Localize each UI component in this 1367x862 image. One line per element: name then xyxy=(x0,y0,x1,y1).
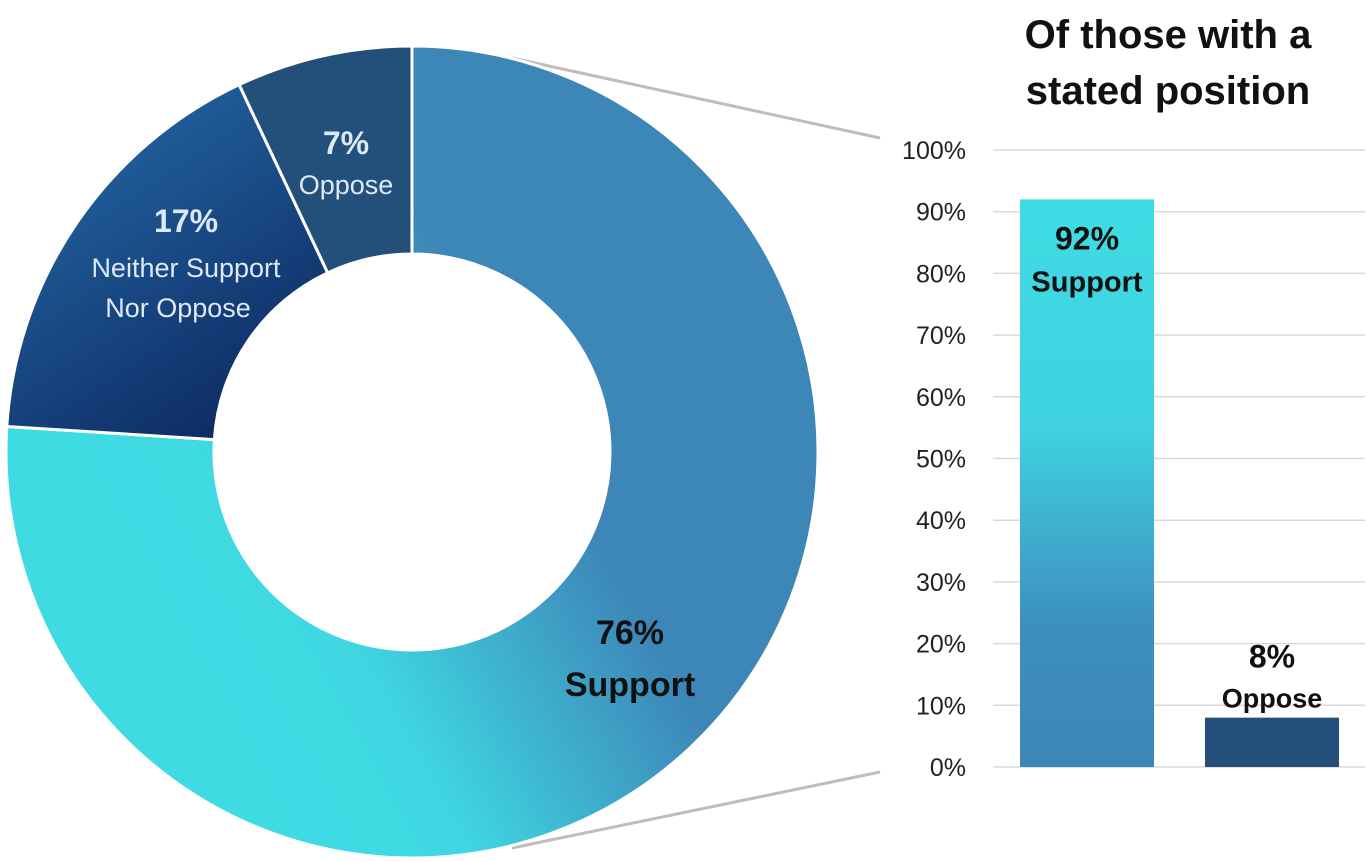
donut-label-neither-name-line-2: Nor Oppose xyxy=(105,293,251,323)
bar-label-oppose-name: Oppose xyxy=(1222,684,1323,714)
bar-chart-title-line-1: Of those with a xyxy=(1025,13,1312,57)
y-tick-label-50: 50% xyxy=(916,446,966,474)
bar-label-support-value: 92% xyxy=(1055,220,1119,256)
y-tick-label-70: 70% xyxy=(916,322,966,350)
donut-label-oppose-name: Oppose xyxy=(299,170,394,200)
donut-label-support-value: 76% xyxy=(596,614,664,652)
donut-label-neither-name-line-1: Neither Support xyxy=(91,253,281,283)
donut-label-oppose-value: 7% xyxy=(323,125,369,161)
donut-label-support-name: Support xyxy=(565,666,695,704)
bar-label-oppose-value: 8% xyxy=(1249,639,1295,675)
donut-slice-neither xyxy=(5,82,330,442)
bar-support xyxy=(1020,199,1154,768)
bar-label-support-name: Support xyxy=(1031,266,1142,298)
donut-label-neither-value: 17% xyxy=(154,203,218,239)
bar-chart: 92% Support 8% Oppose xyxy=(1020,199,1339,768)
y-tick-label-40: 40% xyxy=(916,507,966,535)
donut-labels: 76% Support 17% Neither Support Nor Oppose 7%… xyxy=(91,125,695,704)
y-tick-label-10: 10% xyxy=(916,692,966,720)
y-tick-label-90: 90% xyxy=(916,199,966,227)
donut-slice-oppose xyxy=(237,44,414,275)
bar-chart-title-line-2: stated position xyxy=(1026,69,1310,113)
y-tick-label-60: 60% xyxy=(916,384,966,412)
bar-oppose xyxy=(1205,717,1339,767)
y-tick-label-20: 20% xyxy=(916,631,966,659)
connector-line-bottom xyxy=(511,770,881,850)
bar-chart-y-axis: 0% 10% 20% 30% 40% 50% 60% 70% 80% 90% 100% xyxy=(902,137,966,782)
connector-line-top xyxy=(511,56,881,140)
y-tick-label-80: 80% xyxy=(916,260,966,288)
y-tick-label-100: 100% xyxy=(902,137,966,165)
donut-chart xyxy=(4,44,820,860)
donut-slice-support xyxy=(4,44,820,860)
y-tick-label-0: 0% xyxy=(930,754,966,782)
y-tick-label-30: 30% xyxy=(916,569,966,597)
